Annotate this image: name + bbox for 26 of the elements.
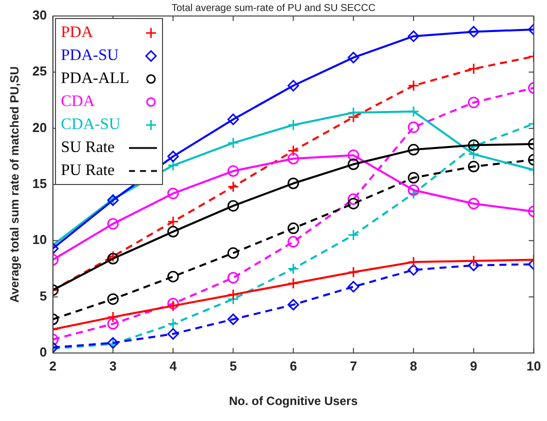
annotation: SU Rate bbox=[60, 138, 115, 156]
x-tick-label: 5 bbox=[230, 358, 237, 374]
text: CDA bbox=[60, 92, 95, 110]
x-tick-label: 8 bbox=[410, 358, 418, 374]
x-axis-title: No. of Cognitive Users bbox=[228, 394, 358, 408]
x-tick-label: 10 bbox=[526, 358, 542, 374]
x-tick-label: 6 bbox=[290, 358, 297, 374]
x-tick-label: 9 bbox=[470, 358, 478, 374]
chart-title: Total average sum-rate of PU and SU SECCC bbox=[172, 3, 376, 14]
annotation: PU Rate bbox=[60, 162, 115, 180]
legend-label: PDA-ALL bbox=[60, 70, 130, 88]
legend-label: CDA-SU bbox=[60, 116, 120, 134]
y-tick-label: 30 bbox=[32, 8, 47, 23]
x-tick-label: 3 bbox=[109, 358, 117, 374]
legend-label: PDA-SU bbox=[60, 46, 119, 64]
y-tick-label: 10 bbox=[32, 232, 47, 248]
x-tick-label: 7 bbox=[350, 358, 358, 374]
y-tick-label: 25 bbox=[32, 64, 47, 79]
y-tick-label: 5 bbox=[40, 288, 47, 304]
y-tick-label: 0 bbox=[40, 344, 47, 360]
y-axis-title: Average total sum rate of matched PU,SU bbox=[8, 66, 22, 303]
y-tick-label: 20 bbox=[32, 120, 47, 135]
text: PDA bbox=[60, 24, 93, 42]
x-tick-label: 2 bbox=[49, 358, 56, 374]
y-tick-label: 15 bbox=[32, 176, 47, 192]
x-tick-label: 4 bbox=[169, 358, 178, 374]
